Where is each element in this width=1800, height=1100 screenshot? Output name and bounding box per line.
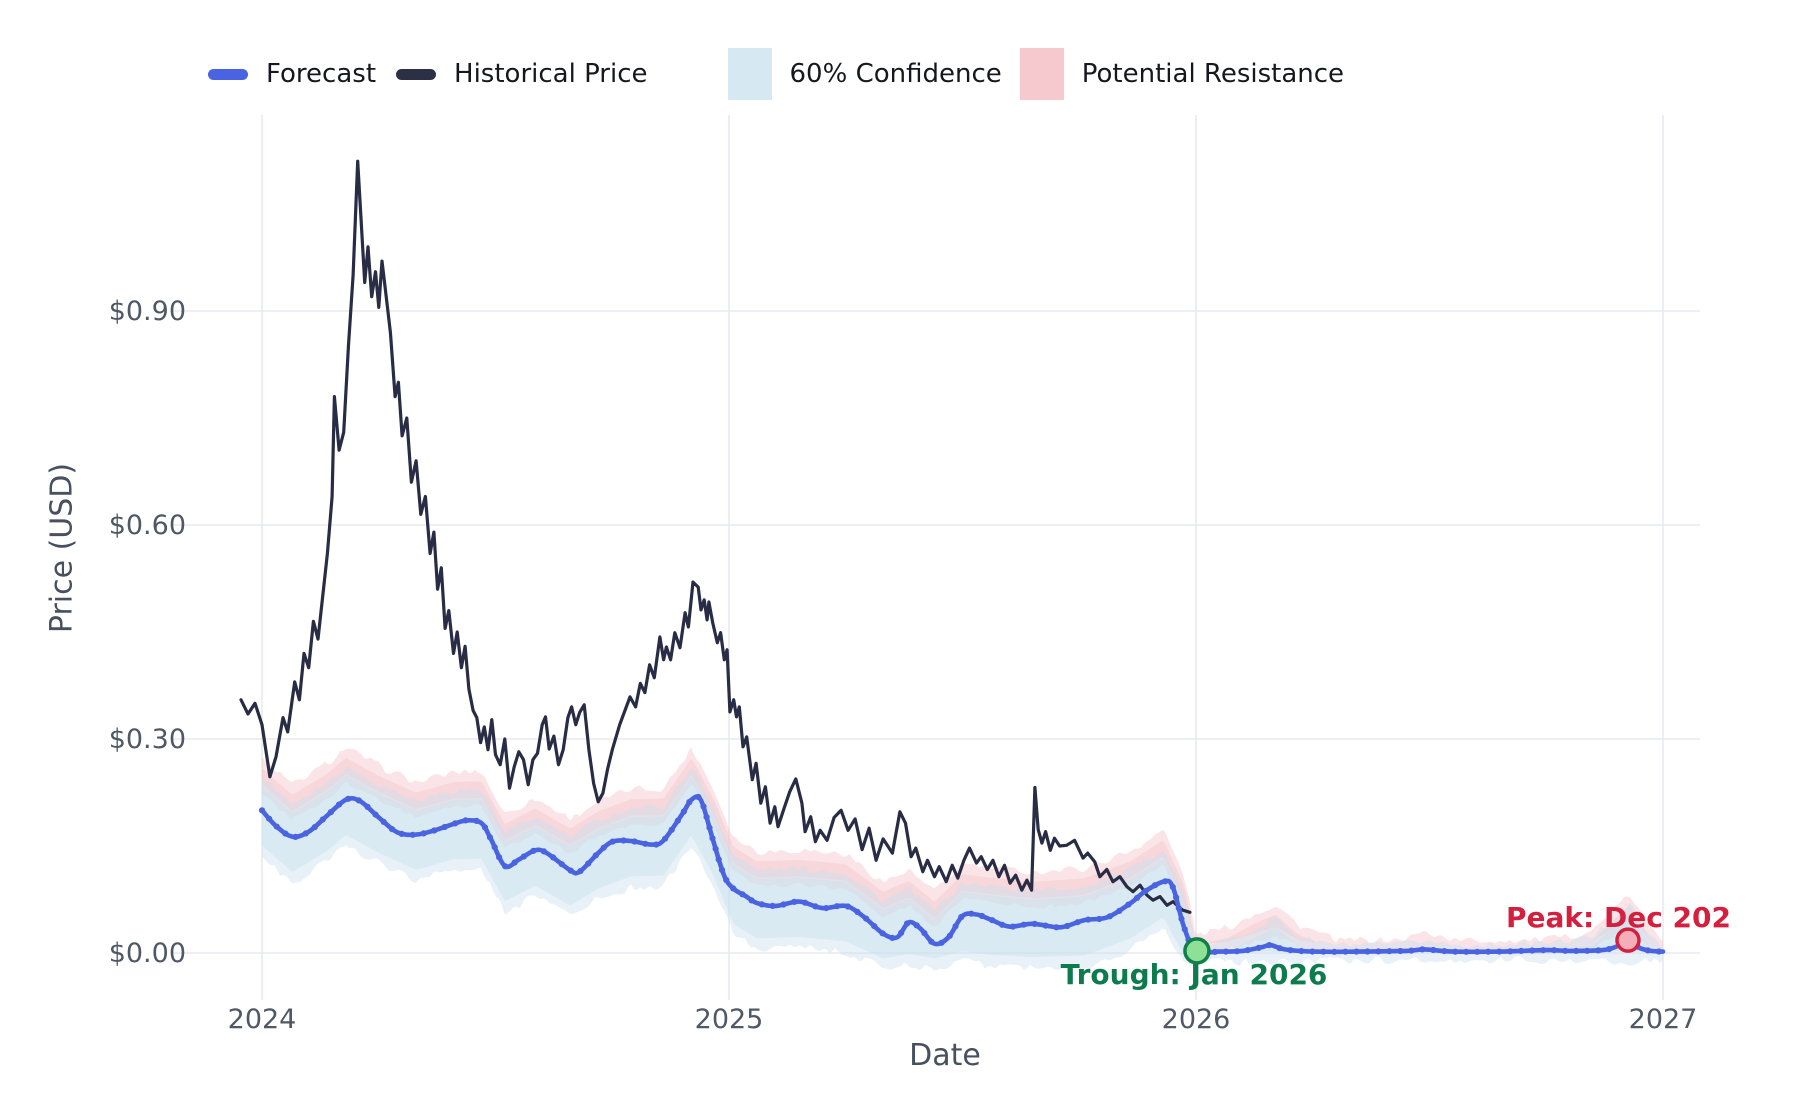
confidence-band: [262, 767, 1663, 971]
legend-item-resistance[interactable]: Potential Resistance: [1019, 48, 1345, 100]
y-tick-label: $0.30: [109, 724, 186, 755]
legend-label: Forecast: [266, 59, 377, 89]
confidence-band-core: [262, 775, 1663, 959]
forecast-swatch-icon: [208, 68, 248, 80]
y-tick-label: $0.00: [109, 938, 186, 969]
legend-label: Historical Price: [454, 59, 648, 89]
legend-item-confidence[interactable]: 60% Confidence: [727, 48, 1002, 100]
y-axis-title: Price (USD): [44, 462, 80, 634]
resistance-swatch-icon: [1019, 48, 1064, 100]
x-tick-label: 2026: [1162, 1004, 1231, 1035]
legend-item-forecast[interactable]: Forecast: [208, 59, 376, 89]
trough-annotation: Trough: Jan 2026: [1060, 958, 1328, 991]
historical-line: [239, 159, 1192, 914]
y-tick-label: $0.60: [109, 510, 186, 541]
x-tick-label: 2024: [228, 1004, 297, 1035]
historical-swatch-icon: [396, 68, 437, 80]
confidence-swatch-icon: [727, 48, 772, 100]
legend: Forecast Historical Price 60% Confidence…: [208, 44, 1344, 104]
resistance-band: [262, 747, 1663, 957]
legend-label: 60% Confidence: [789, 59, 1002, 89]
peak-marker: [1615, 927, 1641, 953]
x-tick-label: 2027: [1629, 1004, 1698, 1035]
legend-item-historical[interactable]: Historical Price: [396, 59, 648, 89]
x-tick-label: 2025: [695, 1004, 764, 1035]
x-axis-title: Date: [909, 1038, 981, 1073]
forecast-line-markers: [258, 793, 1662, 956]
trough-marker: [1183, 937, 1211, 965]
y-tick-label: $0.90: [109, 296, 186, 327]
legend-label: Potential Resistance: [1081, 59, 1345, 89]
peak-annotation: Peak: Dec 202: [1506, 901, 1731, 934]
